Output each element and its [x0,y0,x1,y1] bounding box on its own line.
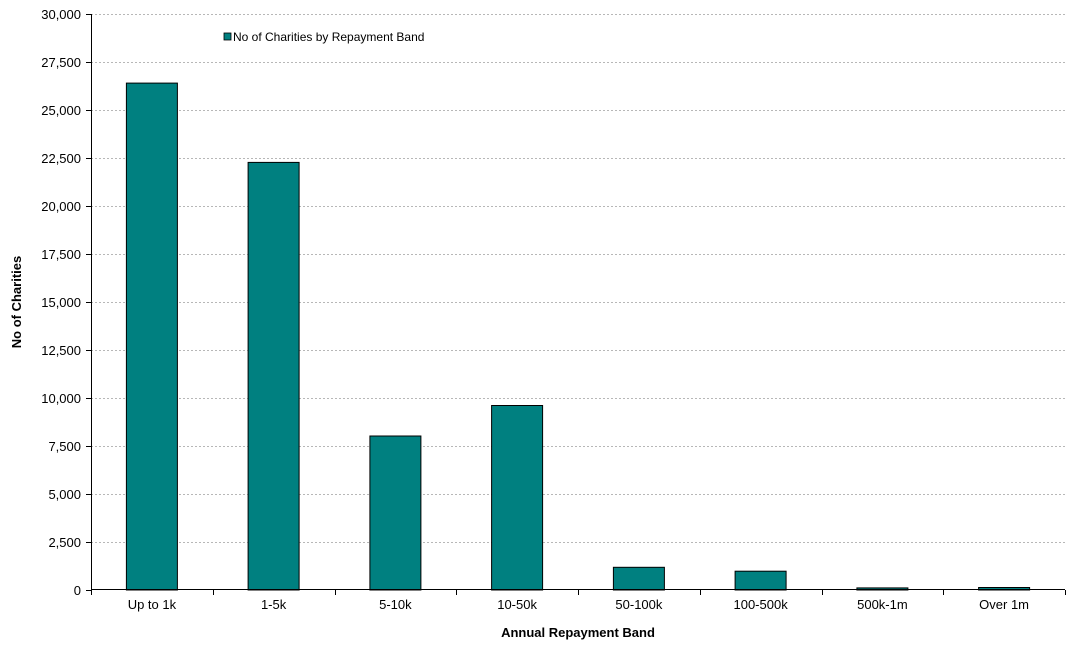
y-tick-label: 27,500 [41,55,81,70]
y-tick-label: 20,000 [41,199,81,214]
legend-swatch [223,32,232,41]
gridlines [91,14,1065,543]
bar [734,570,787,591]
x-ticks: Up to 1k 1-5k 5-10k 10-50k 50-100k 100-500k 50… [91,590,1066,612]
x-tick-label: 1-5k [261,597,287,612]
y-tick-label: 12,500 [41,343,81,358]
axes [91,14,1065,590]
y-tick-label: 5,000 [48,487,81,502]
y-tick-label: 2,500 [48,535,81,550]
y-ticks: 0 2,500 5,000 7,500 10,000 12,500 15,000 17,500… [41,7,91,598]
bars [125,82,1031,591]
legend: No of Charities by Repayment Band [223,30,424,44]
bar [491,405,544,591]
y-tick-label: 30,000 [41,7,81,22]
x-tick-label: 50-100k [615,597,662,612]
x-tick-label: Up to 1k [128,597,177,612]
bar [125,82,178,591]
y-tick-label: 22,500 [41,151,81,166]
y-tick-label: 0 [74,583,81,598]
bar [369,435,422,591]
y-axis-title: No of Charities [9,256,24,348]
y-tick-label: 7,500 [48,439,81,454]
y-tick-label: 17,500 [41,247,81,262]
x-axis-title: Annual Repayment Band [501,625,655,640]
x-tick-label: 100-500k [733,597,788,612]
y-tick-label: 15,000 [41,295,81,310]
legend-label: No of Charities by Repayment Band [233,30,424,44]
bar [612,566,665,591]
x-tick-label: 500k-1m [857,597,908,612]
x-tick-label: Over 1m [979,597,1029,612]
bar [247,161,300,591]
y-tick-label: 10,000 [41,391,81,406]
x-tick-label: 10-50k [497,597,537,612]
x-tick-label: 5-10k [379,597,412,612]
y-tick-label: 25,000 [41,103,81,118]
